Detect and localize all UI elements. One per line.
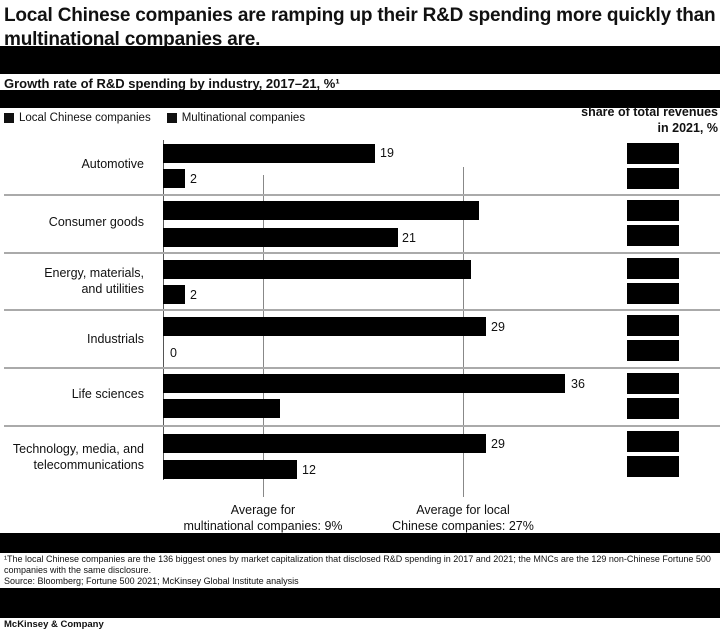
revenue-share-redacted (627, 283, 679, 304)
revenue-share-redacted (627, 456, 679, 477)
avg-mnc-line (263, 175, 264, 497)
chart-title: Local Chinese companies are ramping up t… (4, 5, 716, 50)
value-label: 2 (190, 172, 197, 186)
value-label: 2 (190, 288, 197, 302)
category-label: Technology, media, and telecommunications (12, 442, 144, 472)
revenue-share-redacted (627, 200, 679, 221)
bar-local-life-sciences (163, 374, 565, 393)
legend: Local Chinese companies Multinational co… (4, 112, 315, 124)
category-label: Industrials (87, 332, 144, 346)
value-label: 19 (380, 146, 394, 160)
value-label: 0 (170, 346, 177, 360)
footnote: ¹The local Chinese companies are the 136… (4, 554, 711, 586)
revenue-share-redacted (627, 340, 679, 361)
redaction-bar (0, 533, 720, 553)
bar-mnc-life-sciences (163, 399, 280, 418)
row-separator (4, 194, 720, 196)
redaction-bar (0, 46, 720, 74)
right-column-header: share of total revenues in 2021, % (581, 105, 718, 135)
bar-mnc-automotive (163, 169, 185, 188)
redaction-bar (0, 588, 720, 618)
bar-local-automotive (163, 144, 375, 163)
row-separator (4, 425, 720, 427)
revenue-share-redacted (627, 168, 679, 189)
bar-mnc-consumer-goods (163, 228, 398, 247)
revenue-share-redacted (627, 143, 679, 164)
category-label: Consumer goods (48, 215, 144, 229)
category-label: Life sciences (71, 387, 144, 401)
row-separator (4, 367, 720, 369)
bar-local-energy (163, 260, 471, 279)
revenue-share-redacted (627, 373, 679, 394)
revenue-share-redacted (627, 315, 679, 336)
chart-subtitle: Growth rate of R&D spending by industry,… (4, 76, 340, 91)
value-label: 12 (302, 463, 316, 477)
legend-swatch-icon (166, 113, 177, 123)
avg-mnc-annotation: Average for multinational companies: 9% (183, 503, 343, 533)
legend-item-mnc: Multinational companies (166, 112, 305, 124)
revenue-share-redacted (627, 431, 679, 452)
bar-local-consumer-goods (163, 201, 479, 220)
bar-local-industrials (163, 317, 486, 336)
row-separator (4, 252, 720, 254)
bar-local-technology (163, 434, 486, 453)
row-separator (4, 309, 720, 311)
category-label: Automotive (81, 157, 144, 171)
bar-mnc-energy (163, 285, 185, 304)
value-label: 21 (402, 231, 416, 245)
value-label: 29 (491, 320, 505, 334)
category-label: Energy, materials, and utilities (44, 266, 144, 296)
legend-item-local: Local Chinese companies (4, 112, 151, 124)
revenue-share-redacted (627, 398, 679, 419)
legend-swatch-icon (4, 113, 14, 123)
revenue-share-redacted (627, 225, 679, 246)
value-label: 29 (491, 437, 505, 451)
brand-logo: McKinsey & Company (4, 619, 104, 630)
redaction-bar (0, 90, 720, 108)
bar-mnc-technology (163, 460, 297, 479)
revenue-share-redacted (627, 258, 679, 279)
avg-local-annotation: Average for local Chinese companies: 27% (392, 503, 534, 533)
value-label: 36 (571, 377, 585, 391)
